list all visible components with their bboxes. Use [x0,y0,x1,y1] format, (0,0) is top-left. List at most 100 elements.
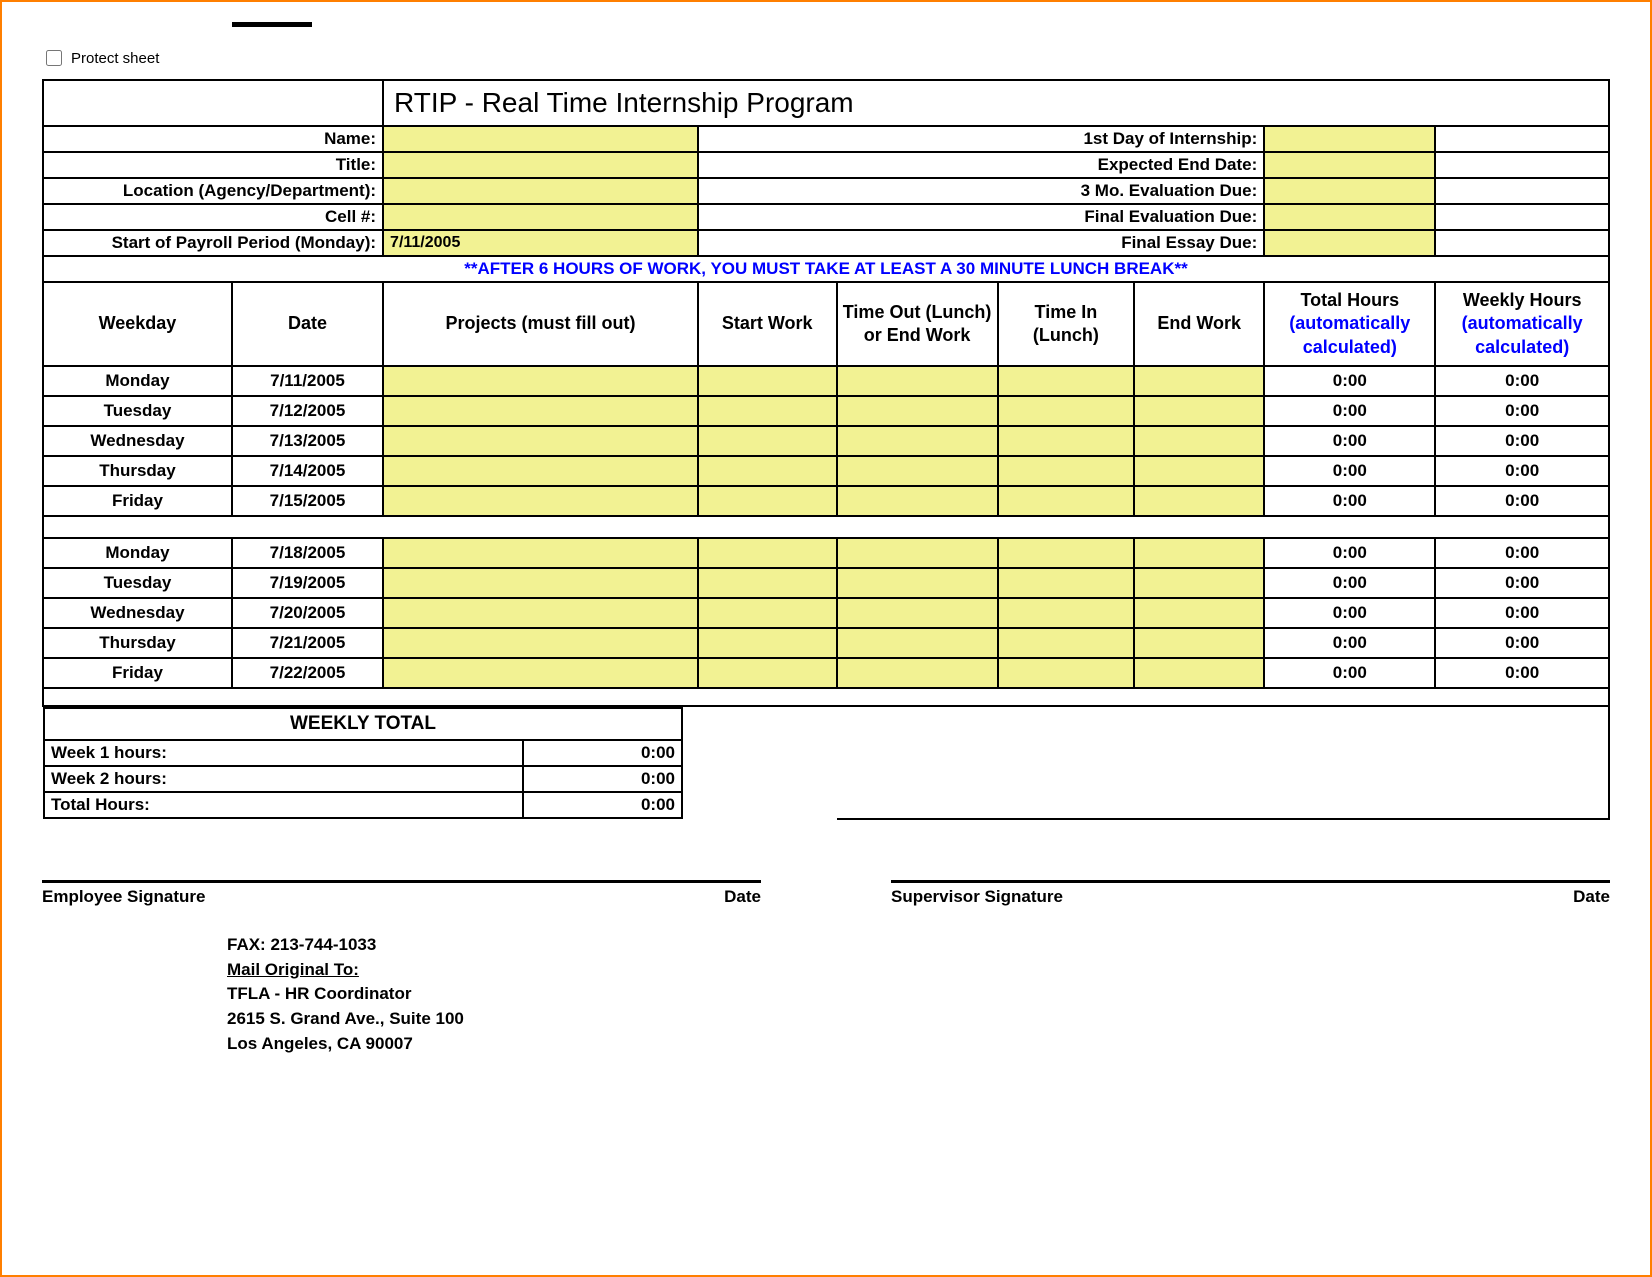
end-cell[interactable] [1134,598,1264,628]
projects-cell[interactable] [383,426,698,456]
start-cell[interactable] [698,658,837,688]
projects-cell[interactable] [383,568,698,598]
col-end: End Work [1134,282,1264,366]
timeout-cell[interactable] [837,628,998,658]
end-cell[interactable] [1134,366,1264,396]
date-cell: 7/14/2005 [232,456,383,486]
end-cell[interactable] [1134,396,1264,426]
top-accent-bar [232,22,312,27]
timeout-cell[interactable] [837,486,998,516]
weekly-total-wrapper-row: WEEKLY TOTAL Week 1 hours: 0:00 Week 2 h… [43,706,1609,819]
timesheet-table: RTIP - Real Time Internship Program Name… [42,79,1610,820]
col-total-head: Total Hours [1300,290,1399,310]
empty-cell [1435,152,1609,178]
col-total: Total Hours (automatically calculated) [1264,282,1435,366]
empty-cell [1435,126,1609,152]
start-cell[interactable] [698,426,837,456]
firstday-label: 1st Day of Internship: [698,126,1264,152]
end-cell[interactable] [1134,426,1264,456]
weekly-hours-cell: 0:00 [1435,456,1609,486]
cell-label: Cell #: [43,204,383,230]
firstday-input[interactable] [1264,126,1435,152]
start-cell[interactable] [698,598,837,628]
weekday-cell: Monday [43,366,232,396]
timein-cell[interactable] [998,456,1134,486]
projects-cell[interactable] [383,396,698,426]
signature-area: Employee Signature Date Supervisor Signa… [42,880,1610,907]
finaleval-input[interactable] [1264,204,1435,230]
payroll-input[interactable]: 7/11/2005 [383,230,698,256]
col-projects: Projects (must fill out) [383,282,698,366]
weekday-cell: Friday [43,658,232,688]
timeout-cell[interactable] [837,538,998,568]
payroll-label: Start of Payroll Period (Monday): [43,230,383,256]
weekday-cell: Thursday [43,456,232,486]
timein-cell[interactable] [998,426,1134,456]
projects-cell[interactable] [383,658,698,688]
end-cell[interactable] [1134,456,1264,486]
name-input[interactable] [383,126,698,152]
timeout-cell[interactable] [837,366,998,396]
projects-cell[interactable] [383,598,698,628]
projects-cell[interactable] [383,486,698,516]
projects-cell[interactable] [383,628,698,658]
mail-to-line: Mail Original To: [227,958,1610,983]
timeout-cell[interactable] [837,598,998,628]
enddate-input[interactable] [1264,152,1435,178]
timein-cell[interactable] [998,396,1134,426]
timein-cell[interactable] [998,538,1134,568]
weekly-hours-cell: 0:00 [1435,598,1609,628]
timein-cell[interactable] [998,486,1134,516]
lunch-notice-row: **AFTER 6 HOURS OF WORK, YOU MUST TAKE A… [43,256,1609,282]
essay-input[interactable] [1264,230,1435,256]
end-cell[interactable] [1134,538,1264,568]
timeout-cell[interactable] [837,658,998,688]
lunch-notice: **AFTER 6 HOURS OF WORK, YOU MUST TAKE A… [43,256,1609,282]
start-cell[interactable] [698,486,837,516]
timeout-cell[interactable] [837,396,998,426]
timein-cell[interactable] [998,598,1134,628]
start-cell[interactable] [698,396,837,426]
date-cell: 7/11/2005 [232,366,383,396]
start-cell[interactable] [698,568,837,598]
timein-cell[interactable] [998,658,1134,688]
date-cell: 7/21/2005 [232,628,383,658]
supervisor-signature-label: Supervisor Signature [891,887,1063,907]
start-cell[interactable] [698,366,837,396]
table-row: Tuesday7/12/20050:000:00 [43,396,1609,426]
cell-input[interactable] [383,204,698,230]
week2-hours-label: Week 2 hours: [44,766,523,792]
start-cell[interactable] [698,538,837,568]
form-title: RTIP - Real Time Internship Program [383,80,1609,126]
date-cell: 7/13/2005 [232,426,383,456]
end-cell[interactable] [1134,658,1264,688]
eval3mo-input[interactable] [1264,178,1435,204]
column-header-row: Weekday Date Projects (must fill out) St… [43,282,1609,366]
location-input[interactable] [383,178,698,204]
timein-cell[interactable] [998,366,1134,396]
projects-cell[interactable] [383,456,698,486]
projects-cell[interactable] [383,538,698,568]
start-cell[interactable] [698,628,837,658]
table-row: Tuesday7/19/20050:000:00 [43,568,1609,598]
timeout-cell[interactable] [837,456,998,486]
empty-cell [1435,204,1609,230]
start-cell[interactable] [698,456,837,486]
total-hours-value: 0:00 [523,792,683,818]
total-hours-cell: 0:00 [1264,486,1435,516]
end-cell[interactable] [1134,486,1264,516]
protect-sheet-checkbox[interactable] [46,50,62,66]
col-weekday: Weekday [43,282,232,366]
timein-cell[interactable] [998,628,1134,658]
projects-cell[interactable] [383,366,698,396]
col-start: Start Work [698,282,837,366]
finaleval-label: Final Evaluation Due: [698,204,1264,230]
end-cell[interactable] [1134,628,1264,658]
timeout-cell[interactable] [837,568,998,598]
timeout-cell[interactable] [837,426,998,456]
title-input[interactable] [383,152,698,178]
timein-cell[interactable] [998,568,1134,598]
date-cell: 7/22/2005 [232,658,383,688]
essay-label: Final Essay Due: [698,230,1264,256]
end-cell[interactable] [1134,568,1264,598]
